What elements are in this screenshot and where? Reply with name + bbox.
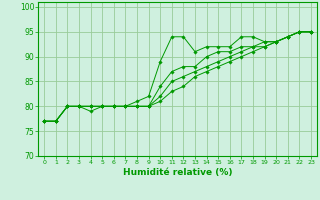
X-axis label: Humidité relative (%): Humidité relative (%) [123, 168, 232, 177]
